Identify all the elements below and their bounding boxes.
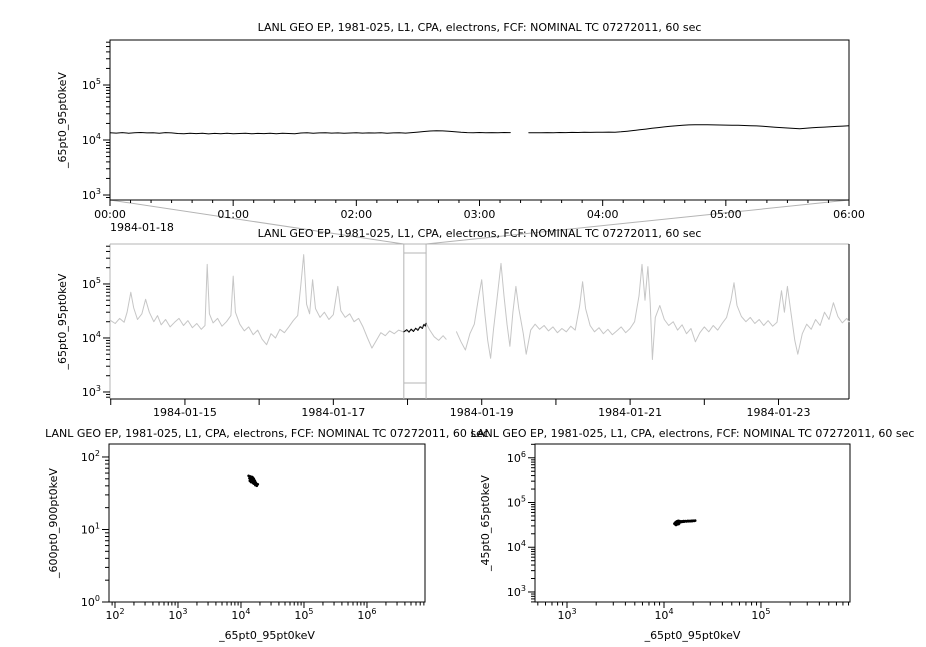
data-point (251, 480, 254, 483)
tick-label: 105 (294, 607, 313, 622)
panel-scatter-600-900[interactable]: 100 101 102 102 103 104 105 106 (81, 443, 426, 622)
tick-label: 05:00 (710, 208, 742, 221)
plot-frame (534, 443, 851, 603)
data-point (253, 482, 256, 485)
main-plot-title: LANL GEO EP, 1981-025, L1, CPA, electron… (258, 21, 702, 34)
context-connectors (109, 199, 850, 245)
plot-frame (108, 443, 426, 603)
scatter2-y-axis-title: _45pt0_65pt0keV (479, 475, 492, 572)
scatter1-plot-title: LANL GEO EP, 1981-025, L1, CPA, electron… (45, 427, 489, 440)
scatter1-y-axis-title: _600pt0_900pt0keV (47, 468, 60, 579)
panel-scatter-45-65[interactable]: 103 104 105 106 103 104 105 (507, 443, 851, 622)
tick-label: 1984-01-19 (450, 406, 514, 419)
series-line-context-flux-65-95keV (456, 262, 850, 360)
tick-label: 102 (105, 607, 124, 622)
series-line-electron-flux-65-95keV (109, 130, 511, 135)
tick-label: 104 (231, 607, 250, 622)
tick-label: 1984-01-17 (301, 406, 365, 419)
tick-label: 103 (168, 607, 187, 622)
zoom-connector-line (109, 199, 404, 245)
panel-context-overview[interactable]: 103 104 105 1984-01-15 1984-01-17 1984-01-19 1… (82, 243, 850, 419)
tick-label: 03:00 (464, 208, 496, 221)
static-labels: LANL GEO EP, 1981-025, L1, CPA, electron… (45, 21, 914, 642)
tick-label: 103 (82, 384, 101, 399)
data-point (693, 519, 697, 522)
context-plot-title: LANL GEO EP, 1981-025, L1, CPA, electron… (258, 227, 702, 240)
series-line-context-flux-65-95keV (110, 254, 447, 349)
tick-label: 105 (751, 607, 770, 622)
tick-label: 106 (507, 450, 526, 465)
data-point (682, 520, 686, 523)
tick-label: 104 (654, 607, 673, 622)
main-x-axis-date-label: 1984-01-18 (110, 221, 174, 234)
plot-frame (109, 39, 850, 201)
tick-label: 105 (82, 276, 101, 291)
series-line-highlighted-interval-flux (403, 322, 427, 333)
context-y-axis-title: _65pt0_95pt0keV (56, 273, 69, 370)
scatter2-plot-title: LANL GEO EP, 1981-025, L1, CPA, electron… (471, 427, 915, 440)
data-point (247, 474, 250, 478)
tick-label: 105 (507, 495, 526, 510)
tick-label: 02:00 (340, 208, 372, 221)
tick-label: 104 (82, 132, 101, 147)
main-y-axis-title: _65pt0_95pt0keV (56, 72, 69, 169)
tick-label: 104 (507, 539, 526, 554)
tick-label: 103 (82, 187, 101, 202)
tick-label: 105 (82, 77, 101, 92)
zoom-connector-line (426, 199, 850, 245)
tick-label: 01:00 (217, 208, 249, 221)
tick-label: 102 (81, 449, 100, 464)
data-point (250, 475, 254, 479)
tick-label: 101 (81, 521, 100, 536)
data-point (255, 484, 259, 488)
tick-label: 103 (507, 584, 526, 599)
series-line-electron-flux-65-95keV (528, 124, 850, 134)
tick-label: 1984-01-21 (598, 406, 662, 419)
tick-label: 104 (82, 330, 101, 345)
tick-label: 1984-01-15 (153, 406, 217, 419)
zoom-range-box[interactable] (403, 244, 427, 399)
panel-main-timeseries[interactable]: 103 104 105 00:00 01:00 02:00 03:00 04:00 05:00 0… (82, 39, 865, 221)
tick-label: 00:00 (94, 208, 126, 221)
data-point (673, 522, 676, 525)
data-point (675, 521, 679, 524)
tick-label: 1984-01-23 (747, 406, 811, 419)
tick-label: 106 (357, 607, 376, 622)
data-point (678, 521, 681, 524)
data-point (691, 519, 695, 523)
tick-label: 103 (557, 607, 576, 622)
tick-label: 06:00 (833, 208, 865, 221)
tick-label: 04:00 (587, 208, 619, 221)
tick-label: 100 (81, 594, 100, 609)
scatter1-x-axis-title: _65pt0_95pt0keV (218, 629, 315, 642)
scatter2-x-axis-title: _65pt0_95pt0keV (644, 629, 741, 642)
